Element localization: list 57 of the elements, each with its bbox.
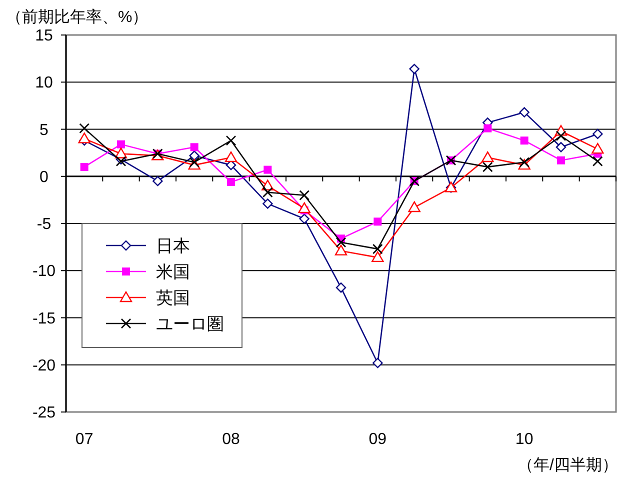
point bbox=[336, 282, 346, 293]
point bbox=[298, 202, 310, 214]
point bbox=[556, 142, 566, 152]
point bbox=[374, 218, 382, 226]
point bbox=[189, 157, 200, 168]
point bbox=[557, 156, 565, 164]
legend-label: ユーロ圏 bbox=[156, 314, 224, 334]
point bbox=[226, 135, 236, 146]
x-tick-label: 07 bbox=[75, 431, 94, 448]
point bbox=[519, 157, 530, 168]
point bbox=[372, 358, 383, 368]
y-tick-label: 10 bbox=[35, 74, 53, 92]
y-tick-label: 0 bbox=[40, 168, 49, 186]
point bbox=[372, 251, 384, 262]
y-tick-label: 5 bbox=[40, 122, 49, 139]
point bbox=[520, 136, 528, 145]
y-tick-label: -20 bbox=[32, 357, 56, 374]
point bbox=[224, 151, 238, 162]
legend-label: 日本 bbox=[156, 236, 190, 256]
legend-label: 米国 bbox=[156, 262, 190, 282]
legend-label: 英国 bbox=[156, 288, 190, 308]
point bbox=[372, 244, 383, 254]
point bbox=[80, 162, 88, 171]
point bbox=[592, 128, 603, 140]
point bbox=[79, 123, 90, 134]
point bbox=[299, 214, 310, 224]
x-tick-label: 09 bbox=[368, 431, 387, 448]
point bbox=[482, 162, 493, 172]
point bbox=[482, 151, 494, 162]
point bbox=[262, 187, 273, 198]
y-tick-label: -25 bbox=[32, 404, 56, 422]
point bbox=[334, 244, 348, 256]
point bbox=[408, 201, 420, 212]
point bbox=[190, 143, 198, 152]
x-axis-title: （年/四半期） bbox=[518, 456, 618, 474]
point bbox=[117, 140, 125, 148]
y-axis-title: （前期比年率、%） bbox=[6, 8, 148, 26]
point bbox=[78, 132, 90, 144]
point bbox=[262, 198, 273, 209]
x-tick-label: 10 bbox=[515, 431, 534, 448]
point bbox=[592, 142, 604, 154]
point bbox=[592, 156, 603, 166]
point bbox=[336, 237, 346, 248]
point bbox=[409, 64, 420, 74]
x-tick-label: 08 bbox=[222, 431, 240, 448]
y-tick-label: -10 bbox=[32, 263, 56, 280]
point bbox=[264, 166, 272, 174]
point bbox=[227, 178, 235, 186]
y-tick-label: 15 bbox=[35, 28, 53, 45]
point bbox=[152, 176, 163, 186]
y-tick-label: -15 bbox=[32, 310, 56, 328]
point bbox=[556, 130, 566, 142]
point bbox=[519, 107, 530, 118]
point bbox=[484, 124, 492, 132]
y-tick-label: -5 bbox=[36, 216, 52, 234]
point bbox=[189, 150, 200, 161]
point bbox=[299, 190, 310, 200]
